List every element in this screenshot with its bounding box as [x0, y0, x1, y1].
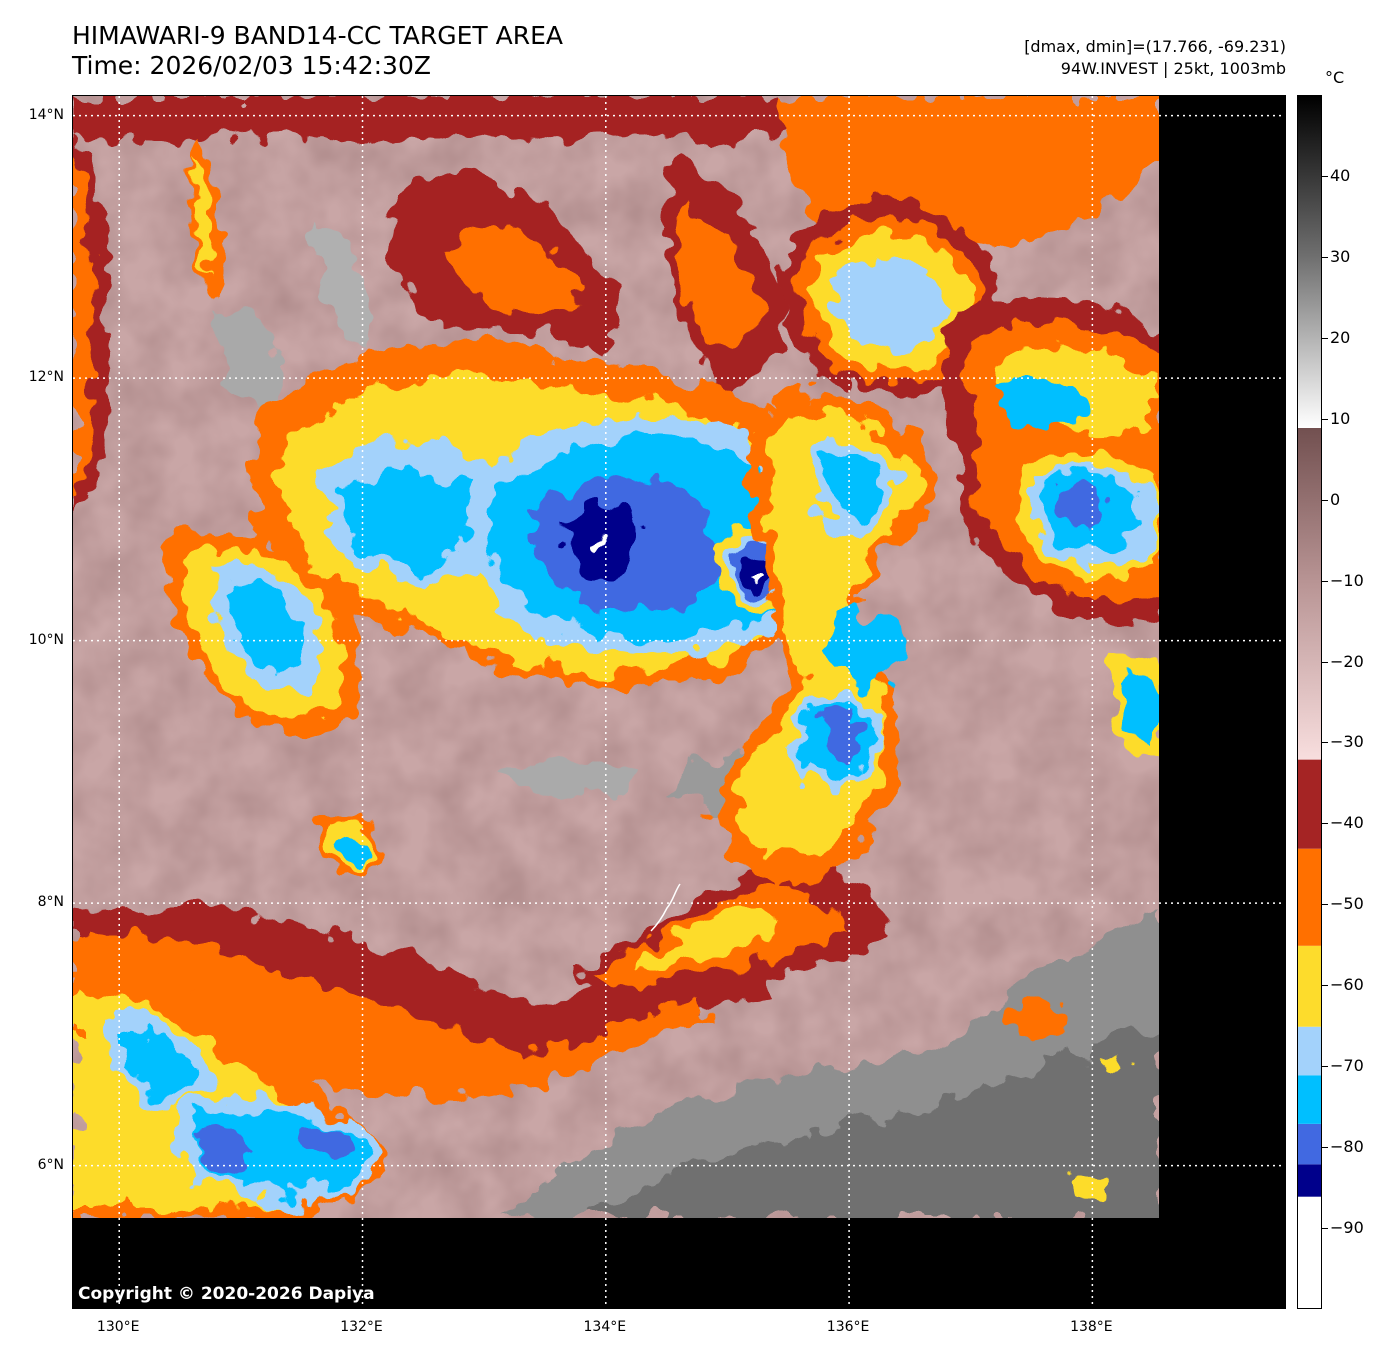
colorbar-tick-label: −90 [1330, 1218, 1364, 1238]
colorbar-tick-label: 0 [1330, 489, 1341, 509]
latitude-label: 14°N [28, 106, 64, 123]
colorbar-band [1298, 1123, 1321, 1165]
longitude-label: 130°E [96, 1319, 140, 1335]
colorbar-gradient-segment [1298, 96, 1321, 760]
colorbar-tick-label: −70 [1330, 1056, 1364, 1076]
satellite-image [73, 96, 1285, 1308]
colorbar-tick [1322, 337, 1328, 339]
longitude-label: 136°E [826, 1319, 870, 1335]
colorbar-band [1298, 1075, 1321, 1124]
latitude-label: 8°N [37, 894, 64, 911]
longitude-label: 138°E [1070, 1319, 1113, 1335]
colorbar-tick-label: −60 [1330, 975, 1364, 995]
colorbar-gradient [1298, 96, 1321, 1308]
figure-time: Time: 2026/02/03 15:42:30Z [72, 51, 431, 80]
colorbar-tick [1322, 904, 1328, 906]
colorbar-tick-label: −50 [1330, 894, 1364, 914]
colorbar-tick [1322, 1066, 1328, 1068]
colorbar-tick-label: −40 [1330, 813, 1364, 833]
colorbar-tick [1322, 256, 1328, 258]
colorbar-tick-label: 10 [1330, 408, 1351, 428]
longitude-label: 132°E [340, 1319, 383, 1335]
colorbar-tick [1322, 1228, 1328, 1230]
satellite-map[interactable] [72, 95, 1286, 1309]
colorbar [1297, 95, 1322, 1309]
colorbar-band [1298, 759, 1321, 849]
data-range-info: [dmax, dmin]=(17.766, -69.231) [1024, 37, 1286, 56]
colorbar-tick-label: −20 [1330, 651, 1364, 671]
latitude-label: 12°N [28, 369, 64, 386]
colorbar-band [1298, 945, 1321, 1027]
brightness-temperature-field [73, 96, 1285, 1308]
colorbar-tick [1322, 175, 1328, 177]
colorbar-tick [1322, 985, 1328, 987]
colorbar-band [1298, 1026, 1321, 1076]
colorbar-band [1298, 1164, 1321, 1197]
colorbar-tick [1322, 823, 1328, 825]
colorbar-tick-label: 20 [1330, 327, 1351, 347]
colorbar-tick-label: 40 [1330, 165, 1351, 185]
colorbar-tick [1322, 418, 1328, 420]
figure-title: HIMAWARI-9 BAND14-CC TARGET AREA [72, 21, 564, 50]
colorbar-tick [1322, 1147, 1328, 1149]
colorbar-tick-label: 30 [1330, 246, 1351, 266]
map-gridlines [73, 96, 1285, 1308]
latitude-label: 6°N [37, 1156, 64, 1173]
latitude-label: 10°N [28, 631, 64, 648]
colorbar-tick [1322, 499, 1328, 501]
colorbar-tick-label: −30 [1330, 732, 1364, 752]
storm-info: 94W.INVEST | 25kt, 1003mb [1060, 59, 1286, 78]
colorbar-unit: °C [1325, 68, 1345, 87]
longitude-label: 134°E [583, 1319, 627, 1335]
colorbar-tick-label: −80 [1330, 1137, 1364, 1157]
colorbar-tick [1322, 661, 1328, 663]
copyright-text: Copyright © 2020-2026 Dapiya [78, 1284, 375, 1304]
colorbar-band [1298, 1196, 1321, 1308]
colorbar-band [1298, 848, 1321, 946]
colorbar-tick-label: −10 [1330, 570, 1364, 590]
colorbar-tick [1322, 580, 1328, 582]
colorbar-tick [1322, 742, 1328, 744]
